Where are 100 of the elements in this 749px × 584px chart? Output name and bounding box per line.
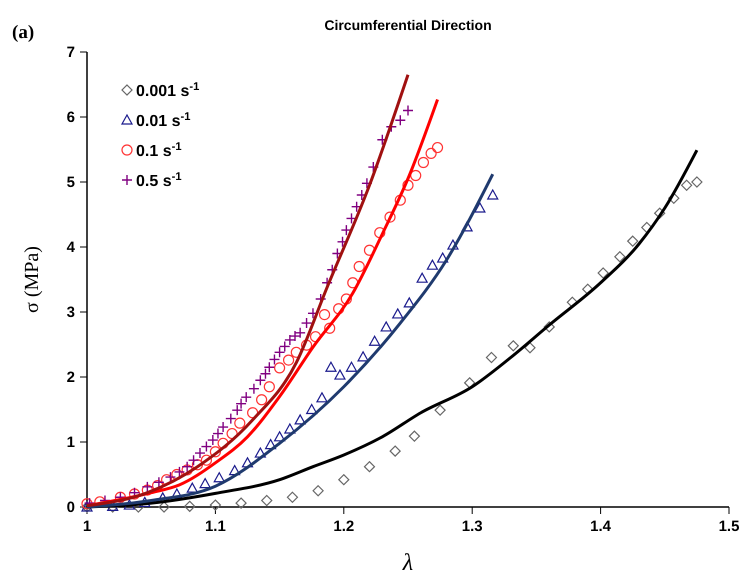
- point: [318, 309, 330, 320]
- point: [668, 192, 680, 204]
- point: [200, 454, 212, 466]
- point: [681, 180, 692, 191]
- point: [240, 391, 252, 403]
- point: [153, 476, 165, 488]
- legend-label: 0.5 s$^{-1}$: [136, 171, 182, 190]
- y-tick-label: 7: [66, 44, 75, 61]
- legend-label: 0.01 s$^{-1}$: [136, 111, 190, 130]
- point: [354, 260, 365, 272]
- point: [274, 362, 286, 374]
- point: [316, 392, 328, 402]
- point: [264, 381, 275, 392]
- point: [392, 308, 404, 319]
- point: [234, 418, 246, 429]
- point: [524, 342, 536, 354]
- y-tick-label: 4: [66, 239, 76, 256]
- x-tick-label: 1.3: [462, 518, 483, 535]
- point: [274, 346, 286, 358]
- point: [256, 394, 268, 406]
- point: [235, 498, 247, 509]
- point: [434, 404, 446, 416]
- point: [402, 104, 414, 116]
- point: [265, 439, 276, 450]
- point: [418, 156, 430, 168]
- point: [461, 221, 473, 232]
- point: [437, 252, 448, 263]
- point: [368, 161, 380, 173]
- point: [464, 377, 476, 388]
- point: [248, 383, 260, 394]
- point: [200, 440, 212, 452]
- point: [229, 465, 240, 476]
- point: [447, 239, 459, 250]
- legend-label: 0.001 s$^{-1}$: [136, 81, 200, 100]
- point: [408, 430, 420, 442]
- point: [508, 340, 519, 352]
- point: [357, 351, 369, 362]
- point: [207, 434, 219, 446]
- point: [384, 212, 396, 223]
- point: [410, 170, 422, 182]
- point: [182, 464, 193, 476]
- point: [306, 404, 318, 414]
- point: [294, 327, 306, 338]
- point: [364, 461, 376, 472]
- point: [260, 368, 272, 380]
- point: [254, 374, 266, 386]
- point: [171, 468, 182, 480]
- point: [333, 303, 344, 314]
- point: [474, 202, 486, 213]
- point: [426, 260, 438, 270]
- y-tick-label: 5: [66, 174, 75, 191]
- x-tick-label: 1.2: [333, 518, 354, 535]
- point: [188, 454, 200, 466]
- point: [164, 471, 176, 483]
- point: [376, 134, 388, 146]
- point: [416, 272, 428, 283]
- text: (a): [12, 22, 34, 43]
- point: [218, 438, 229, 449]
- point: [264, 362, 276, 373]
- point: [192, 459, 204, 470]
- point: [487, 189, 498, 200]
- point: [242, 457, 254, 468]
- point: [284, 334, 296, 346]
- x-tick-label: 1.4: [590, 518, 612, 535]
- point: [312, 485, 324, 496]
- x-tick-label: 1.1: [204, 518, 226, 535]
- point: [254, 447, 266, 458]
- point: [691, 176, 702, 188]
- point: [334, 369, 346, 380]
- x-tick-label: 1: [82, 518, 92, 535]
- point: [286, 492, 298, 503]
- point: [274, 431, 286, 442]
- point: [404, 297, 415, 308]
- point: [614, 251, 626, 262]
- point: [380, 321, 392, 332]
- point: [186, 482, 198, 493]
- point: [402, 180, 414, 191]
- point: [284, 423, 296, 434]
- point: [338, 474, 350, 486]
- point: [289, 330, 301, 342]
- point: [544, 321, 555, 333]
- chart-title: Circumferential Direction: [324, 17, 492, 33]
- point: [181, 461, 193, 472]
- x-tick-label: 1.5: [718, 518, 740, 535]
- point: [627, 236, 638, 247]
- point: [214, 472, 225, 482]
- x-axis-title: λ: [402, 550, 414, 576]
- point: [390, 446, 401, 457]
- point: [142, 481, 154, 493]
- point: [394, 114, 406, 126]
- point: [235, 398, 247, 410]
- point: [374, 227, 386, 238]
- point: [300, 317, 312, 329]
- point: [279, 340, 290, 352]
- point: [394, 194, 406, 206]
- point: [340, 293, 352, 305]
- point: [426, 148, 437, 159]
- point: [210, 499, 221, 511]
- point: [217, 421, 229, 433]
- y-tick-label: 0: [66, 499, 75, 516]
